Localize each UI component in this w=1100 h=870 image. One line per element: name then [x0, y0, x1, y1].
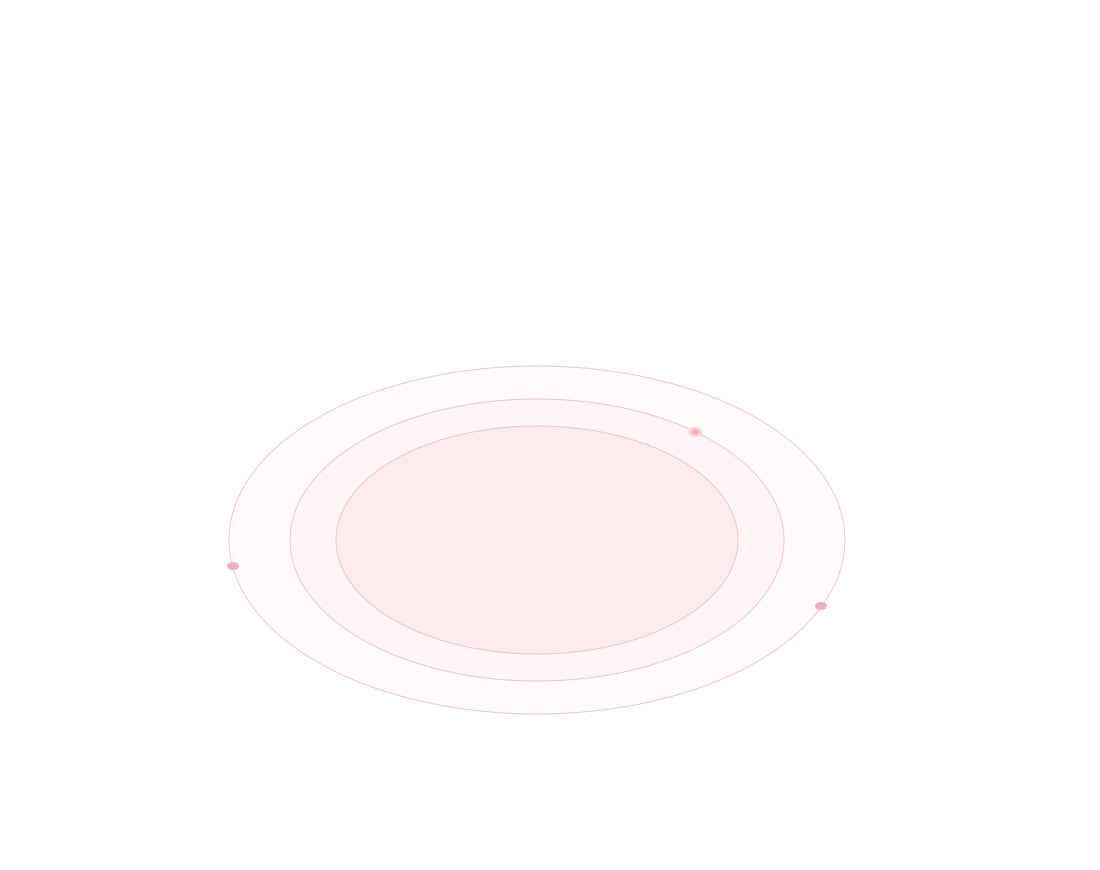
orbit-dot-left	[227, 562, 239, 570]
orbit-dot-right	[815, 602, 827, 610]
orbit-dot-top	[691, 429, 699, 435]
inner-ring	[335, 425, 739, 655]
